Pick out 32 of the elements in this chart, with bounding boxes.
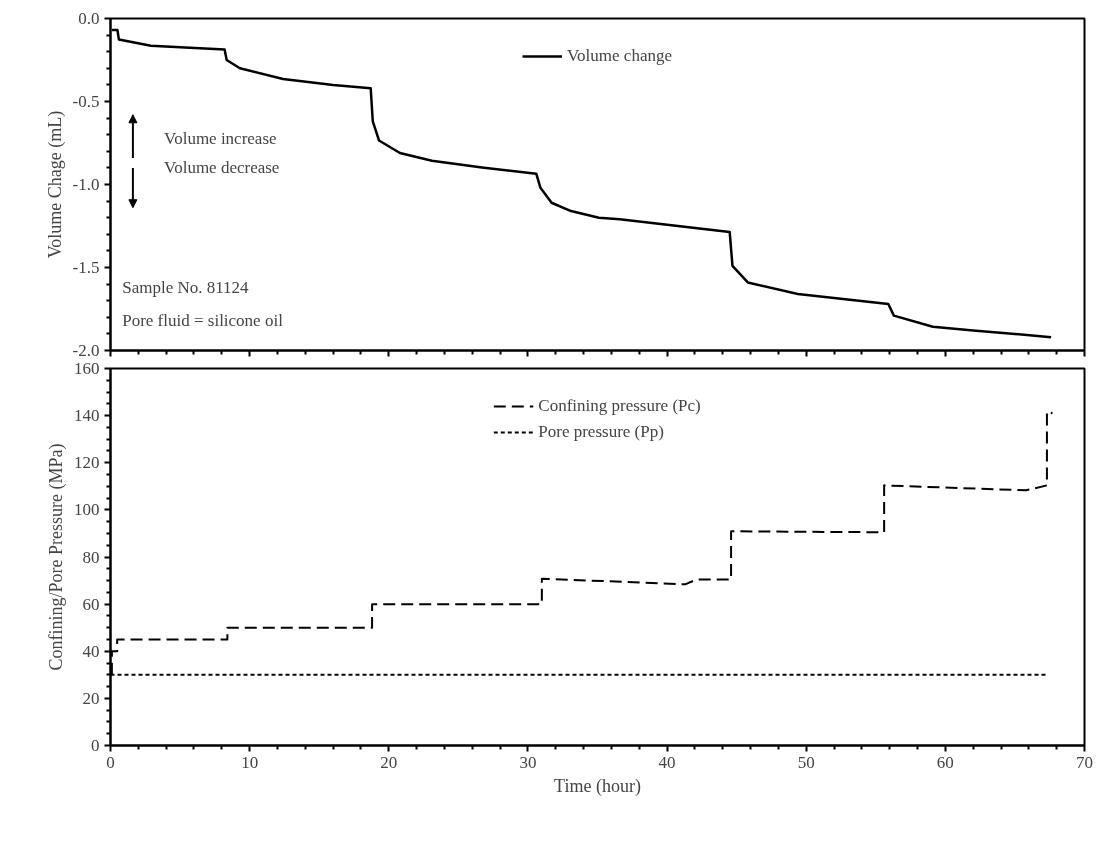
- y-tick-label: -2.0: [72, 341, 100, 360]
- legend-label: Confining pressure (Pc): [538, 396, 701, 416]
- annotation: Volume decrease: [164, 158, 280, 178]
- y-tick-label: 160: [74, 359, 100, 378]
- x-tick-label: 0: [106, 752, 115, 772]
- y-tick-label: 80: [82, 547, 100, 567]
- x-tick-label: 10: [241, 752, 259, 772]
- x-tick-label: 20: [380, 752, 398, 772]
- y-tick-label: -0.5: [72, 92, 100, 111]
- y-tick-label: 0: [91, 736, 100, 755]
- y-tick-label: -1.5: [72, 258, 100, 277]
- y-tick-label: 60: [82, 594, 100, 614]
- x-tick-label: 30: [519, 752, 537, 772]
- legend-label: Pore pressure (Pp): [538, 422, 664, 442]
- y-tick-label: 0.0: [78, 9, 100, 28]
- y-tick-label: 120: [74, 453, 100, 473]
- y-tick-label: -1.0: [72, 175, 100, 194]
- y-tick-label: 40: [82, 641, 100, 661]
- x-tick-label: 40: [658, 752, 676, 772]
- x-tick-label: 70: [1076, 752, 1093, 772]
- annotation: Volume increase: [164, 128, 277, 148]
- y-axis-title: Confining/Pore Pressure (MPa): [46, 443, 67, 671]
- y-tick-label: 100: [74, 500, 100, 520]
- y-axis-title: Volume Chage (mL): [44, 110, 66, 259]
- x-axis-title: Time (hour): [554, 775, 641, 797]
- annotation: Pore fluid = silicone oil: [122, 311, 284, 331]
- legend-label: Volume change: [567, 46, 672, 66]
- x-tick-label: 50: [797, 752, 815, 772]
- x-tick-label: 60: [936, 752, 954, 772]
- y-tick-label: 20: [82, 688, 100, 708]
- annotation: Sample No. 81124: [122, 277, 250, 297]
- y-tick-label: 140: [74, 406, 100, 426]
